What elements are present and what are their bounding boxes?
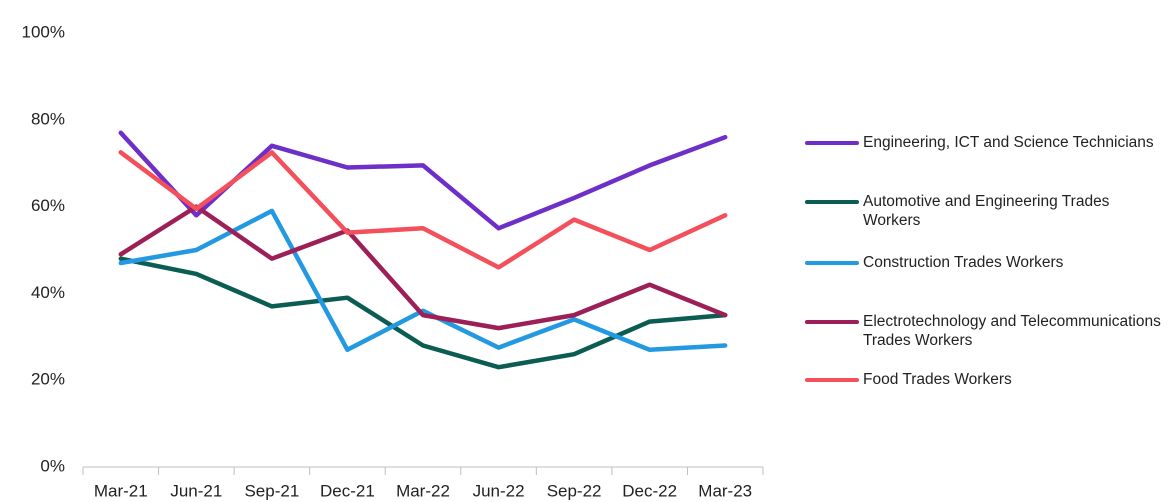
legend-item: Automotive and Engineering Trades Worker… [805,192,1168,230]
x-tick-label: Mar-22 [396,481,450,500]
x-tick-label: Mar-23 [698,481,752,500]
x-tick-label: Jun-22 [473,481,525,500]
legend-swatch [805,200,859,204]
x-tick-label: Sep-22 [547,481,602,500]
x-tick-label: Dec-21 [320,481,375,500]
legend-swatch [805,141,859,145]
legend-label: Automotive and Engineering Trades Worker… [863,193,1110,229]
y-tick-label: 100% [22,22,65,41]
x-tick-label: Jun-21 [170,481,222,500]
series-line [118,150,728,270]
series-line [118,208,728,353]
y-tick-label: 80% [31,109,65,128]
legend-item: Construction Trades Workers [805,253,1168,272]
legend-item: Food Trades Workers [805,370,1168,389]
legend-swatch [805,320,859,324]
y-tick-label: 60% [31,196,65,215]
legend-item: Engineering, ICT and Science Technicians [805,133,1168,152]
legend-item: Electrotechnology and Telecommunications… [805,312,1168,350]
y-tick-label: 0% [40,456,65,475]
y-tick-label: 20% [31,370,65,389]
y-tick-label: 40% [31,283,65,302]
series-line [118,130,728,231]
series-line [118,256,728,370]
legend-label: Construction Trades Workers [863,254,1064,271]
legend-swatch [805,378,859,382]
x-tick-label: Mar-21 [94,481,148,500]
x-tick-label: Dec-22 [622,481,677,500]
legend-label: Electrotechnology and Telecommunications… [863,313,1161,349]
legend-swatch [805,261,859,265]
series-line [118,204,728,331]
legend-label: Food Trades Workers [863,371,1012,388]
legend-label: Engineering, ICT and Science Technicians [863,134,1154,151]
x-tick-label: Sep-21 [244,481,299,500]
